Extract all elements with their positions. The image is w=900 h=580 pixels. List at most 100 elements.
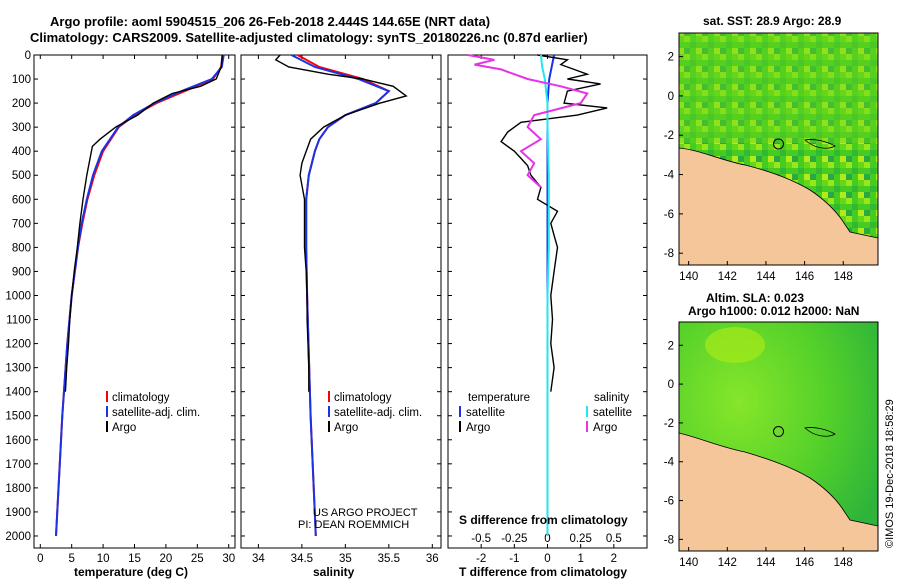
sal-legend-climatology: climatology <box>334 392 392 404</box>
difference-x-tick-label: 0 <box>544 553 550 565</box>
diff-legend-t-argo: Argo <box>466 422 490 434</box>
sla-map-frame <box>678 321 879 552</box>
sst-warm-region <box>679 33 878 143</box>
salinity-legend: climatology satellite-adj. clim. Argo <box>328 391 422 434</box>
sla-map-y-tick-label: -4 <box>664 457 675 469</box>
sst-map-x-tick-label: 144 <box>756 271 776 283</box>
sst-map-y-tick-label: -4 <box>664 170 675 182</box>
temperature-x-tick-label: 10 <box>97 553 110 565</box>
depth-tick-label: 400 <box>12 146 31 158</box>
depth-tick-label: 200 <box>12 98 31 110</box>
salinity-panel: 34 34.5 35 35.5 36 salinity <box>240 54 442 579</box>
sst-map: sat. SST: 28.9 Argo: 28.9 140 142 144 146 14… <box>664 14 879 283</box>
s-difference-label: S difference from climatology <box>459 513 628 527</box>
salinity-x-tick-label: 34 <box>252 553 265 565</box>
depth-tick-label: 300 <box>12 122 31 134</box>
temperature-x-tick-label: 15 <box>128 553 141 565</box>
salinity-x-tick-label: 36 <box>426 553 439 565</box>
difference-series-s-argo <box>467 54 589 189</box>
sst-map-y-tick-label: -6 <box>664 209 674 221</box>
temperature-x-tick-label: 0 <box>37 553 43 565</box>
sla-map-y-tick-label: -8 <box>664 534 674 546</box>
difference-series-s-satellite <box>539 54 550 536</box>
sst-map-x-tick-label: 140 <box>679 271 698 283</box>
temperature-panel: 0100200300400500600700800900100011001200… <box>5 50 236 579</box>
depth-tick-label: 1700 <box>5 459 31 471</box>
depth-tick-label: 2000 <box>5 531 31 543</box>
difference-x-tick-label: -2 <box>476 553 486 565</box>
sla-map-x-tick-label: 144 <box>756 557 776 569</box>
diff-legend-s-title: salinity <box>594 392 629 404</box>
temperature-series-argo <box>64 54 224 392</box>
diff-legend-s-satellite: satellite <box>593 407 632 419</box>
s-diff-tick-label: -0.25 <box>501 533 527 545</box>
depth-tick-label: 1100 <box>6 315 31 327</box>
salinity-series-argo <box>274 54 408 392</box>
sst-island-outline <box>804 139 836 149</box>
sla-argo-position-marker <box>773 426 784 438</box>
salinity-series-climatology <box>297 54 391 537</box>
figure-title-line2: Climatology: CARS2009. Satellite-adjuste… <box>30 30 588 45</box>
depth-tick-label: 1900 <box>5 507 31 519</box>
sst-map-x-tick-label: 146 <box>795 271 814 283</box>
depth-tick-label: 800 <box>12 242 31 254</box>
sla-high-region <box>705 327 765 363</box>
temperature-series-climatology <box>55 54 224 537</box>
difference-x-tick-label: -1 <box>509 553 519 565</box>
sst-map-x-tick-label: 148 <box>834 271 853 283</box>
sst-map-frame <box>678 32 879 266</box>
depth-tick-label: 1200 <box>5 339 31 351</box>
depth-tick-label: 1300 <box>5 363 31 375</box>
depth-tick-label: 1500 <box>5 411 31 423</box>
sst-map-y-tick-label: 0 <box>668 91 674 103</box>
credit-line1: US ARGO PROJECT <box>313 507 418 519</box>
temperature-x-tick-label: 30 <box>222 553 235 565</box>
temperature-series-satellite-adj-clim- <box>55 54 225 537</box>
sal-legend-argo: Argo <box>334 422 358 434</box>
sla-island-outline <box>804 427 836 437</box>
sla-map-x-tick-label: 148 <box>834 557 853 569</box>
temperature-xlabel: temperature (deg C) <box>74 565 188 579</box>
sst-map-y-tick-label: -8 <box>664 248 674 260</box>
credit-line2: PI: DEAN ROEMMICH <box>298 519 409 531</box>
sla-map-y-tick-label: 2 <box>668 340 674 352</box>
depth-tick-label: 0 <box>25 50 31 62</box>
temperature-x-tick-label: 25 <box>191 553 204 565</box>
difference-x-tick-label: 1 <box>577 553 583 565</box>
legend-satellite: satellite-adj. clim. <box>112 407 200 419</box>
sla-map-title-line2: Argo h1000: 0.012 h2000: NaN <box>688 304 859 318</box>
salinity-series-satellite-adj-clim- <box>290 54 391 537</box>
temperature-x-tick-label: 5 <box>68 553 74 565</box>
imos-timestamp: ©IMOS 19-Dec-2018 18:58:29 <box>884 399 896 548</box>
sla-map-y-tick-label: 0 <box>668 379 674 391</box>
s-diff-tick-label: 0.5 <box>606 533 622 545</box>
figure-title-line1: Argo profile: aoml 5904515_206 26-Feb-20… <box>50 14 490 29</box>
depth-tick-label: 900 <box>12 266 31 278</box>
diff-legend-s-argo: Argo <box>593 422 617 434</box>
sla-map-x-tick-label: 142 <box>718 557 737 569</box>
depth-tick-label: 600 <box>12 194 31 206</box>
sst-map-title: sat. SST: 28.9 Argo: 28.9 <box>703 14 842 28</box>
difference-series-t-argo <box>500 54 608 392</box>
s-diff-tick-label: 0 <box>544 533 550 545</box>
difference-panel: -2 -1 0 1 2 -0.5 -0.25 0 0.25 0.5 T difference fro… <box>447 54 648 579</box>
temperature-legend: climatology satellite-adj. clim. Argo <box>106 391 200 434</box>
temperature-x-tick-label: 20 <box>160 553 173 565</box>
sst-map-x-tick-label: 142 <box>718 271 737 283</box>
sla-map-x-tick-label: 146 <box>795 557 814 569</box>
s-diff-tick-label: 0.25 <box>569 533 591 545</box>
depth-tick-label: 500 <box>12 170 31 182</box>
salinity-x-tick-label: 35.5 <box>378 553 400 565</box>
salinity-plot-frame <box>240 54 442 549</box>
sst-map-y-tick-label: 2 <box>668 52 674 64</box>
sst-map-y-tick-label: -2 <box>664 130 674 142</box>
diff-legend-t-title: temperature <box>468 392 530 404</box>
salinity-x-tick-label: 34.5 <box>291 553 313 565</box>
depth-tick-label: 1000 <box>5 290 31 302</box>
difference-xlabel: T difference from climatology <box>459 565 627 579</box>
depth-tick-label: 1800 <box>5 483 31 495</box>
depth-tick-label: 700 <box>12 218 31 230</box>
sla-map-title-line1: Altim. SLA: 0.023 <box>706 291 804 305</box>
sst-land <box>679 147 878 265</box>
